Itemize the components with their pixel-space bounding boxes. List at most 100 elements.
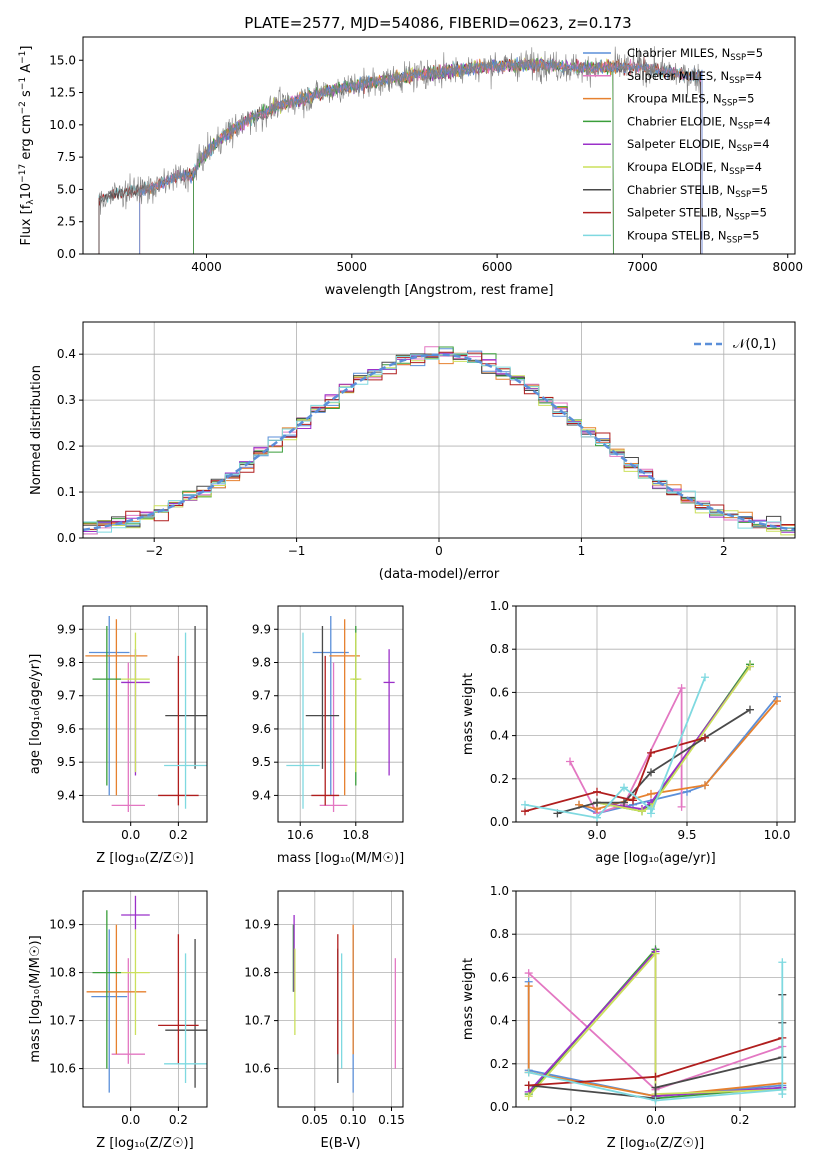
y-tick-label: 9.4	[57, 788, 76, 802]
y-tick-label: 0.4	[490, 729, 509, 743]
histograms	[83, 346, 795, 538]
y-tick-label: 12.5	[49, 86, 76, 100]
x-tick-label: 0.05	[301, 1113, 328, 1127]
weight-point-kroupa_miles	[773, 697, 781, 706]
y-tick-label: 9.8	[57, 655, 76, 669]
y-axis-label-part: λ	[26, 199, 36, 205]
y-tick-label: 1.0	[490, 884, 509, 898]
x-tick-label: 0.10	[340, 1113, 367, 1127]
legend-label-end: =4	[754, 114, 771, 128]
y-axis-label-part: 10	[19, 183, 34, 200]
y-tick-label: 9.5	[57, 755, 76, 769]
y-axis-label: mass weight	[461, 958, 476, 1040]
weight-point-salpeter_stelib	[524, 1081, 533, 1090]
y-tick-label: 0.0	[490, 1100, 509, 1114]
age-vs-metallicity-panel: 0.0 0.2 9.4 9.5 9.6 9.7 9.8 9.9 Z [log₁₀(Z/Z☉)] a…	[28, 605, 208, 866]
weight-point-kroupa_miles	[647, 789, 655, 798]
legend-label-end: =5	[737, 92, 754, 106]
y-tick-label: 9.7	[252, 689, 271, 703]
mass-vs-ebv-panel: 0.05 0.10 0.15 10.6 10.7 10.8 10.9 E(B-V)	[244, 890, 405, 1151]
legend-label-normal: 𝒩(0,1)	[733, 337, 776, 352]
weight-point-chabrier_stelib	[647, 768, 655, 777]
y-tick-label: 15.0	[49, 53, 76, 67]
y-tick-label: 10.8	[244, 966, 271, 980]
weight-point-salpeter_stelib	[629, 796, 637, 805]
mass-weight-vs-metallicity-panel: −0.2 0.0 0.2 0.0 0.2 0.4 0.6 0.8 1.0 Z [log₁₀(Z/Z…	[461, 884, 796, 1151]
legend-label-text: Chabrier STELIB, N	[627, 183, 735, 197]
y-tick-label: 0.0	[57, 531, 76, 545]
legend-label-text: Kroupa MILES, N	[627, 92, 722, 106]
x-tick-label: 0	[435, 544, 443, 558]
legend-label-sub: SSP	[722, 99, 738, 109]
x-tick-label: 6000	[482, 260, 513, 274]
x-axis-label: Z [log₁₀(Z/Z☉)]	[607, 1136, 704, 1151]
y-tick-label: 10.6	[244, 1062, 271, 1076]
legend-label-text: Kroupa ELODIE, N	[627, 160, 729, 174]
y-axis-label: mass weight	[461, 673, 476, 755]
y-tick-label: 9.7	[57, 689, 76, 703]
weight-point-kroupa_stelib	[651, 1096, 660, 1105]
legend-label-end: =5	[742, 228, 759, 242]
weight-point-salpeter_miles	[566, 757, 574, 766]
legend-label-text: Salpeter ELODIE, N	[627, 137, 737, 151]
y-tick-label: 0.6	[490, 970, 509, 984]
legend-label: Chabrier STELIB, NSSP=5	[627, 183, 768, 200]
y-tick-label: 7.5	[57, 150, 76, 164]
legend-label-sub: SSP	[727, 235, 743, 245]
observed-spectrum	[98, 46, 701, 215]
age-vs-mass-panel: 10.6 10.8 9.4 9.5 9.6 9.7 9.8 9.9 mass [log₁₀(M/…	[252, 605, 404, 866]
y-tick-label: 9.6	[252, 722, 271, 736]
legend-label-end: =4	[745, 69, 762, 83]
x-tick-label: 10.6	[287, 828, 314, 842]
legend-label-sub: SSP	[734, 213, 750, 223]
axes-frame	[277, 890, 404, 1108]
legend-label-text: Salpeter MILES, N	[627, 69, 729, 83]
weight-point-kroupa_stelib	[778, 1090, 787, 1099]
x-axis-label: Z [log₁₀(Z/Z☉)]	[96, 1136, 193, 1151]
weight-point-kroupa_stelib	[620, 783, 628, 792]
y-axis-label-part: Flux [f	[19, 204, 34, 245]
x-tick-label: −1	[288, 544, 306, 558]
weight-point-kroupa_elodie	[638, 807, 646, 816]
legend-label-sub: SSP	[730, 53, 746, 63]
y-tick-label: 9.6	[57, 722, 76, 736]
y-tick-label: 10.7	[49, 1014, 76, 1028]
legend-label: Chabrier ELODIE, NSSP=4	[627, 114, 771, 131]
weight-point-kroupa_stelib	[647, 809, 655, 818]
mass-vs-metallicity-panel: 0.0 0.2 10.6 10.7 10.8 10.9 Z [log₁₀(Z/Z☉)] mas…	[28, 890, 208, 1151]
y-axis-label-part: s	[19, 90, 34, 101]
y-tick-label: 0.8	[490, 927, 509, 941]
mass-weight-vs-age-panel: 9.0 9.5 10.0 0.0 0.2 0.4 0.6 0.8 1.0 age [log₁₀(a…	[461, 599, 796, 866]
weight-point-chabrier_stelib	[620, 798, 628, 807]
weight-point-kroupa_stelib	[701, 673, 709, 682]
weight-lines	[524, 945, 787, 1105]
x-tick-label: 0.0	[121, 828, 140, 842]
weight-point-salpeter_stelib	[593, 787, 601, 796]
weight-point-chabrier_miles	[683, 787, 691, 796]
legend-label-end: =4	[753, 137, 770, 151]
y-tick-label: 10.7	[244, 1014, 271, 1028]
y-tick-label: 9.4	[252, 788, 271, 802]
error-bars	[292, 915, 396, 1093]
axes-frame	[82, 890, 208, 1108]
weight-point-kroupa_elodie	[524, 1092, 533, 1101]
legend-label-end: =5	[751, 183, 768, 197]
axes-frame	[82, 605, 208, 823]
x-tick-label: 7000	[627, 260, 658, 274]
y-tick-label: 9.9	[252, 622, 271, 636]
weight-point-salpeter_stelib	[647, 748, 655, 757]
weight-point-salpeter_miles	[677, 684, 686, 693]
legend-label: Kroupa MILES, NSSP=5	[627, 92, 754, 109]
legend-label-sub: SSP	[735, 190, 751, 200]
x-tick-label: 9.5	[677, 828, 696, 842]
weight-point-salpeter_miles	[677, 802, 686, 811]
x-axis-label: Z [log₁₀(Z/Z☉)]	[96, 851, 193, 866]
y-tick-label: 10.6	[49, 1062, 76, 1076]
weight-line-kroupa_elodie	[596, 665, 751, 813]
axes-frame	[82, 36, 796, 255]
y-axis-label-part: A	[19, 64, 34, 77]
weight-point-kroupa_stelib	[524, 1068, 533, 1077]
figure-title: PLATE=2577, MJD=54086, FIBERID=0623, z=0…	[244, 14, 631, 32]
axes-frame	[277, 605, 404, 823]
